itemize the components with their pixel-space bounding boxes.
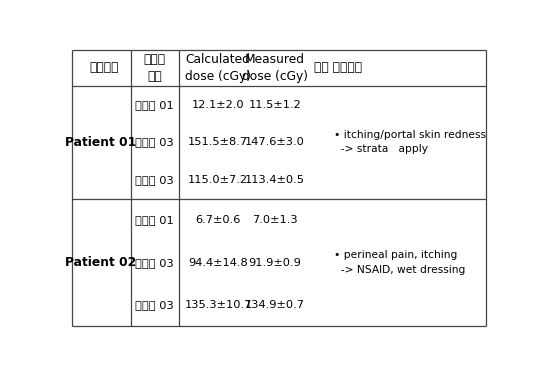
Text: 선량계 03: 선량계 03 — [135, 258, 174, 268]
Text: 135.3±10.7: 135.3±10.7 — [184, 300, 252, 310]
Text: Calculated
dose (cGy): Calculated dose (cGy) — [185, 53, 251, 83]
Text: 선량계 03: 선량계 03 — [135, 175, 174, 185]
Text: 환자번호: 환자번호 — [89, 61, 119, 74]
Text: Patient 01: Patient 01 — [65, 136, 137, 149]
Text: 선량계 01: 선량계 01 — [135, 215, 174, 225]
Text: 151.5±8.7: 151.5±8.7 — [188, 137, 248, 147]
Text: 147.6±3.0: 147.6±3.0 — [245, 137, 305, 147]
Text: 113.4±0.5: 113.4±0.5 — [245, 175, 305, 185]
Text: 11.5±1.2: 11.5±1.2 — [249, 100, 301, 110]
Text: 선량계 03: 선량계 03 — [135, 137, 174, 147]
Text: 12.1±2.0: 12.1±2.0 — [192, 100, 244, 110]
Text: 환자 특이사항: 환자 특이사항 — [314, 61, 362, 74]
Text: Patient 02: Patient 02 — [65, 256, 137, 269]
Text: 선량계
번호: 선량계 번호 — [144, 53, 166, 83]
Text: 115.0±7.2: 115.0±7.2 — [188, 175, 248, 185]
Text: Measured
dose (cGy): Measured dose (cGy) — [242, 53, 308, 83]
Text: 94.4±14.8: 94.4±14.8 — [188, 258, 248, 268]
Text: • itching/portal skin redness
  -> strata   apply: • itching/portal skin redness -> strata … — [334, 130, 486, 154]
Text: 91.9±0.9: 91.9±0.9 — [249, 258, 301, 268]
Text: 6.7±0.6: 6.7±0.6 — [195, 215, 241, 225]
Text: 선량계 01: 선량계 01 — [135, 100, 174, 110]
Text: 선량계 03: 선량계 03 — [135, 300, 174, 310]
Text: 7.0±1.3: 7.0±1.3 — [252, 215, 298, 225]
Text: 134.9±0.7: 134.9±0.7 — [245, 300, 305, 310]
Text: • perineal pain, itching
  -> NSAID, wet dressing: • perineal pain, itching -> NSAID, wet d… — [334, 250, 465, 275]
